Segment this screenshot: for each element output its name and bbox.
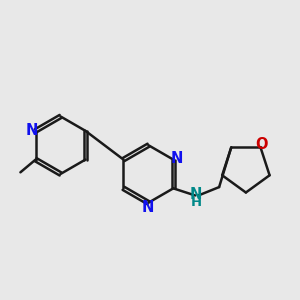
Text: N: N	[190, 187, 202, 202]
Text: H: H	[190, 196, 201, 209]
Text: N: N	[171, 151, 183, 166]
Text: O: O	[256, 137, 268, 152]
Text: N: N	[141, 200, 154, 215]
Text: N: N	[25, 123, 38, 138]
